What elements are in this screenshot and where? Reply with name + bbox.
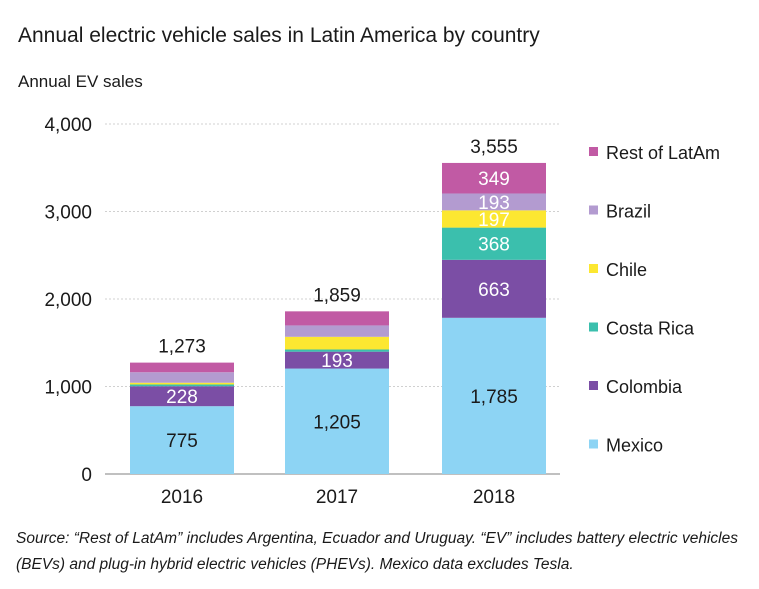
data-label: 193 (321, 351, 353, 372)
bar-segment (285, 336, 389, 350)
total-label: 3,555 (470, 137, 518, 158)
bar-segment (285, 368, 389, 474)
bar-segment (285, 325, 389, 337)
y-tick-label: 3,000 (44, 203, 92, 224)
stacked-bar-chart: 0 1,000 2,000 3,000 4,000 775 228 1,273 2016 1,20… (44, 115, 720, 508)
legend-swatch (589, 205, 598, 215)
legend-label: Colombia (606, 377, 683, 397)
legend-label: Rest of LatAm (606, 143, 720, 163)
data-label: 197 (478, 210, 510, 231)
bar-segment (285, 311, 389, 326)
data-label: 349 (478, 169, 510, 190)
bar-segment (130, 384, 234, 387)
x-tick-label: 2018 (473, 487, 515, 508)
bar-segment (130, 386, 234, 407)
y-axis-label: Annual EV sales (18, 72, 143, 91)
data-label: 1,785 (470, 387, 518, 408)
bar-segment (442, 193, 546, 211)
bar-segment (130, 362, 234, 373)
bar-segment (442, 162, 546, 194)
y-tick-label: 2,000 (44, 290, 92, 311)
x-tick-label: 2017 (316, 487, 358, 508)
legend-swatch (589, 439, 598, 449)
bar-segment (130, 406, 234, 474)
bar-segment (130, 382, 234, 385)
legend-swatch (589, 264, 598, 273)
bar-segment (285, 351, 389, 369)
total-label: 1,859 (313, 285, 361, 306)
bar-segment (442, 227, 546, 260)
legend-label: Costa Rica (606, 319, 695, 339)
legend-swatch (589, 381, 598, 390)
total-label: 1,273 (158, 337, 206, 358)
legend-label: Chile (606, 260, 647, 280)
data-label: 775 (166, 431, 198, 452)
legend-label: Brazil (606, 202, 651, 222)
legend-label: Mexico (606, 436, 663, 456)
y-tick-label: 1,000 (44, 378, 92, 399)
data-label: 663 (478, 280, 510, 301)
y-tick-label: 0 (81, 465, 92, 486)
legend-swatch (589, 147, 598, 156)
y-tick-label: 4,000 (44, 115, 92, 136)
data-label: 368 (478, 235, 510, 256)
data-label: 228 (166, 387, 198, 408)
chart-title: Annual electric vehicle sales in Latin A… (18, 24, 540, 47)
data-label: 1,205 (313, 412, 361, 433)
bar-segment (442, 317, 546, 474)
legend-swatch (589, 322, 598, 332)
source-note: Source: “Rest of LatAm” includes Argenti… (16, 530, 738, 573)
x-tick-label: 2016 (161, 487, 203, 508)
bar-segment (130, 372, 234, 383)
data-label: 193 (478, 193, 510, 214)
bar-segment (442, 210, 546, 228)
bar-segment (285, 349, 389, 352)
bar-segment (442, 259, 546, 318)
